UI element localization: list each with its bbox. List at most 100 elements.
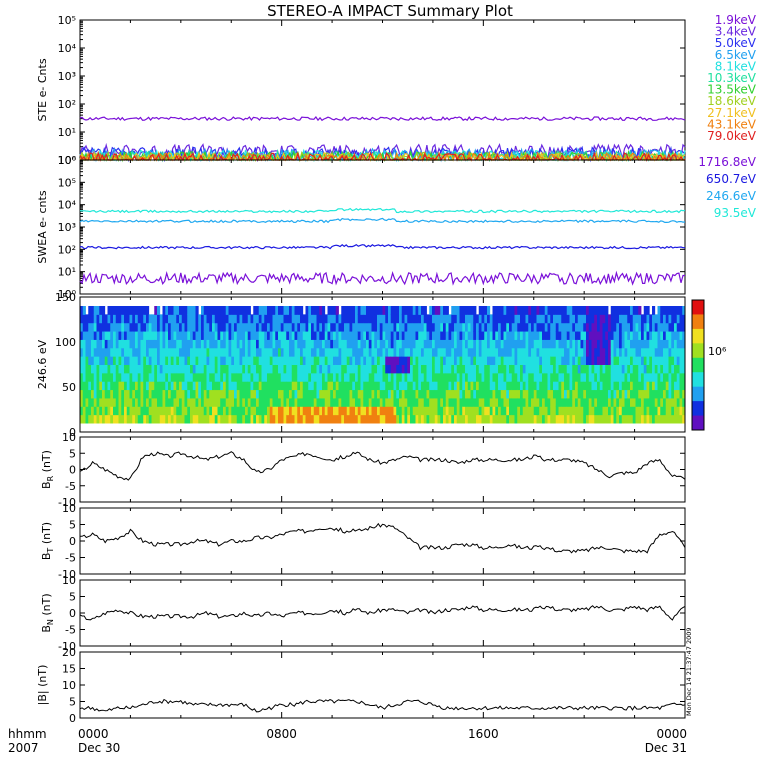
heatmap-cell xyxy=(140,381,144,391)
heatmap-cell xyxy=(236,372,240,382)
heatmap-cell xyxy=(525,339,529,349)
heatmap-cell xyxy=(280,397,284,407)
heatmap-cell xyxy=(220,397,224,407)
heatmap-cell xyxy=(297,314,301,324)
heatmap-cell xyxy=(561,372,565,382)
heatmap-cell xyxy=(594,347,598,357)
heatmap-cell xyxy=(247,339,251,349)
heatmap-cell xyxy=(608,322,612,332)
heatmap-cell xyxy=(437,347,441,357)
heatmap-cell xyxy=(349,331,353,340)
heatmap-cell xyxy=(580,339,584,349)
heatmap-cell xyxy=(476,381,480,391)
heatmap-cell xyxy=(137,381,141,391)
heatmap-cell xyxy=(173,322,177,332)
heatmap-cell xyxy=(198,381,202,391)
heatmap-cell xyxy=(564,331,568,340)
heatmap-cell xyxy=(201,381,205,391)
heatmap-cell xyxy=(484,389,488,399)
heatmap-cell xyxy=(638,322,642,332)
heatmap-cell xyxy=(234,347,238,357)
heatmap-cell xyxy=(393,347,397,357)
heatmap-cell xyxy=(588,331,592,340)
heatmap-cell xyxy=(267,306,271,315)
heatmap-cell xyxy=(396,331,400,340)
heatmap-cell xyxy=(575,331,579,340)
heatmap-cell xyxy=(542,372,546,382)
heatmap-cell xyxy=(195,314,199,324)
heatmap-cell xyxy=(569,414,573,424)
heatmap-cell xyxy=(247,306,251,315)
heatmap-cell xyxy=(305,306,309,315)
heatmap-cell xyxy=(599,306,603,315)
heatmap-cell xyxy=(657,406,661,416)
heatmap-cell xyxy=(297,331,301,340)
heatmap-cell xyxy=(206,322,210,332)
heatmap-cell xyxy=(349,322,353,332)
heatmap-cell xyxy=(269,389,273,399)
time-tick-label: 1600 xyxy=(468,727,499,741)
heatmap-cell xyxy=(93,356,97,365)
heatmap-cell xyxy=(377,397,381,407)
heatmap-cell xyxy=(610,322,614,332)
heatmap-cell xyxy=(676,364,680,374)
heatmap-cell xyxy=(280,381,284,391)
heatmap-cell xyxy=(311,381,315,391)
heatmap-cell xyxy=(151,331,155,340)
heatmap-cell xyxy=(459,397,463,407)
heatmap-cell xyxy=(443,306,447,315)
heatmap-cell xyxy=(426,347,430,357)
heatmap-cell xyxy=(192,364,196,374)
heatmap-cell xyxy=(470,397,474,407)
heatmap-cell xyxy=(250,322,254,332)
heatmap-cell xyxy=(195,339,199,349)
heatmap-cell xyxy=(385,372,389,382)
heatmap-cell xyxy=(396,364,400,374)
heatmap-cell xyxy=(555,347,559,357)
heatmap-cell xyxy=(638,372,642,382)
heatmap-cell xyxy=(506,331,510,340)
heatmap-cell xyxy=(258,414,262,424)
heatmap-cell xyxy=(399,339,403,349)
y-axis-label: STE e- Cnts xyxy=(36,58,49,121)
heatmap-cell xyxy=(682,364,686,374)
heatmap-cell xyxy=(536,397,540,407)
heatmap-cell xyxy=(234,397,238,407)
heatmap-cell xyxy=(682,314,686,324)
heatmap-cell xyxy=(245,389,249,399)
heatmap-cell xyxy=(597,381,601,391)
heatmap-cell xyxy=(522,306,526,315)
heatmap-cell xyxy=(371,364,375,374)
heatmap-cell xyxy=(390,414,394,424)
heatmap-cell xyxy=(445,389,449,399)
heatmap-cell xyxy=(437,339,441,349)
heatmap-cell xyxy=(308,356,312,365)
heatmap-cell xyxy=(291,397,295,407)
heatmap-cell xyxy=(407,406,411,416)
heatmap-cell xyxy=(286,339,290,349)
heatmap-cell xyxy=(517,381,521,391)
heatmap-cell xyxy=(355,306,359,315)
heatmap-cell xyxy=(613,397,617,407)
heatmap-cell xyxy=(135,414,139,424)
heatmap-cell xyxy=(346,356,350,365)
heatmap-cell xyxy=(586,389,590,399)
heatmap-cell xyxy=(121,389,125,399)
heatmap-cell xyxy=(159,406,163,416)
heatmap-cell xyxy=(448,339,452,349)
heatmap-cell xyxy=(107,331,111,340)
heatmap-cell xyxy=(324,339,328,349)
heatmap-cell xyxy=(434,381,438,391)
heatmap-cell xyxy=(324,364,328,374)
heatmap-cell xyxy=(294,331,298,340)
heatmap-cell xyxy=(613,364,617,374)
heatmap-cell xyxy=(575,381,579,391)
heatmap-cell xyxy=(522,339,526,349)
heatmap-cell xyxy=(467,314,471,324)
heatmap-cell xyxy=(558,347,562,357)
heatmap-cell xyxy=(619,381,623,391)
heatmap-cell xyxy=(113,389,117,399)
heatmap-cell xyxy=(184,414,188,424)
heatmap-cell xyxy=(478,331,482,340)
heatmap-cell xyxy=(377,306,381,315)
